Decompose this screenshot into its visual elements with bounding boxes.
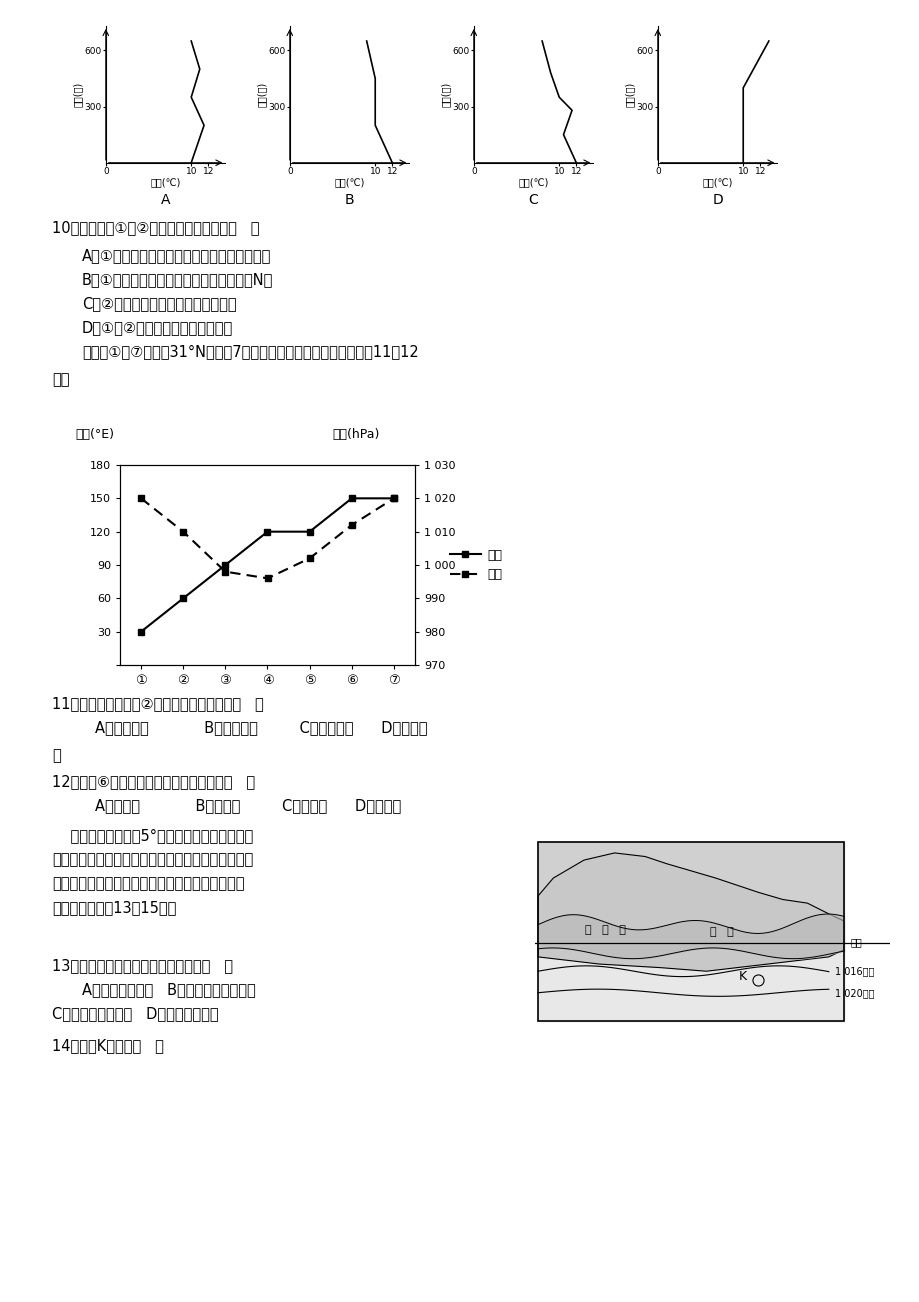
Y-axis label: 高度(米): 高度(米) bbox=[256, 82, 267, 107]
X-axis label: 温度(℃): 温度(℃) bbox=[517, 177, 549, 187]
Legend: 经度, 气压: 经度, 气压 bbox=[445, 544, 506, 586]
Bar bbox=[538, 842, 843, 1021]
Text: 气压(hPa): 气压(hPa) bbox=[332, 428, 380, 441]
Text: 右图中①～⑦为某月31°N纬线上7个地点的气压分布图。读图，完成11～12: 右图中①～⑦为某月31°N纬线上7个地点的气压分布图。读图，完成11～12 bbox=[82, 344, 418, 359]
Text: 11、图中所示季节，②地的总体天气特点是（   ）: 11、图中所示季节，②地的总体天气特点是（ ） bbox=[52, 697, 264, 711]
Text: B．①地位于冬季风迎风坡，冬季降水多于N地: B．①地位于冬季风迎风坡，冬季降水多于N地 bbox=[82, 272, 273, 286]
Text: C．②地由于地形阻挡不受冬季风影响: C．②地由于地形阻挡不受冬季风影响 bbox=[82, 296, 236, 311]
Y-axis label: 高度(米): 高度(米) bbox=[73, 82, 83, 107]
Text: 14、图中K地盛行（   ）: 14、图中K地盛行（ ） bbox=[52, 1038, 164, 1053]
Bar bbox=[538, 943, 843, 1021]
X-axis label: 温度(℃): 温度(℃) bbox=[334, 177, 365, 187]
Y-axis label: 高度(米): 高度(米) bbox=[624, 82, 634, 107]
Text: 经度(°E): 经度(°E) bbox=[75, 428, 115, 441]
Text: 风   带: 风 带 bbox=[709, 927, 732, 937]
Text: 赤道附近南、北纬5°之间的地带，温度的水平: 赤道附近南、北纬5°之间的地带，温度的水平 bbox=[52, 828, 253, 842]
Text: K: K bbox=[738, 970, 746, 983]
Text: 题。: 题。 bbox=[52, 372, 70, 387]
Text: 北部简图，回答13－15题。: 北部简图，回答13－15题。 bbox=[52, 900, 176, 915]
Text: C: C bbox=[528, 193, 538, 207]
Text: 12、此时⑥地所在地区的主要盛行风向是（   ）: 12、此时⑥地所在地区的主要盛行风向是（ ） bbox=[52, 773, 255, 789]
Text: 10、关于图中①、②两地的叙述正确的是（   ）: 10、关于图中①、②两地的叙述正确的是（ ） bbox=[52, 220, 259, 234]
Y-axis label: 高度(米): 高度(米) bbox=[440, 82, 450, 107]
Text: D: D bbox=[711, 193, 722, 207]
Text: A．低温晴朗            B．高温阴雨         C．炎热干燥      D．温和多: A．低温晴朗 B．高温阴雨 C．炎热干燥 D．温和多 bbox=[95, 720, 427, 736]
X-axis label: 温度(℃): 温度(℃) bbox=[701, 177, 732, 187]
Text: 分布比较均匀，水平气压梯度很小，气流以辐合上升: 分布比较均匀，水平气压梯度很小，气流以辐合上升 bbox=[52, 852, 253, 867]
Text: 赤   道   无: 赤 道 无 bbox=[584, 924, 625, 935]
Text: 为主，风速微弱，故称为赤道无风带。读南美洲东: 为主，风速微弱，故称为赤道无风带。读南美洲东 bbox=[52, 876, 244, 891]
Text: A．位置相对固定   B．南美大陆分布最广: A．位置相对固定 B．南美大陆分布最广 bbox=[82, 982, 255, 997]
Bar bbox=[538, 842, 843, 1021]
Text: B: B bbox=[345, 193, 354, 207]
Text: A．东南风            B．西北风         C．东北风      D．西南风: A．东南风 B．西北风 C．东北风 D．西南风 bbox=[95, 798, 401, 812]
Text: 赤道: 赤道 bbox=[849, 937, 861, 948]
Text: 雨: 雨 bbox=[52, 749, 61, 763]
X-axis label: 温度(℃): 温度(℃) bbox=[150, 177, 181, 187]
Text: 1 016百帕: 1 016百帕 bbox=[834, 966, 873, 976]
Text: A: A bbox=[161, 193, 170, 207]
Text: A．①地位于冬季风迎风坡，全年以地形雨为主: A．①地位于冬季风迎风坡，全年以地形雨为主 bbox=[82, 247, 271, 263]
Polygon shape bbox=[538, 853, 843, 971]
Text: 1 020百帕: 1 020百帕 bbox=[834, 988, 873, 997]
Text: 13、关于赤道无风带的说法正确的是（   ）: 13、关于赤道无风带的说法正确的是（ ） bbox=[52, 958, 233, 973]
Text: C．天气状况较单一   D．气温年较差大: C．天气状况较单一 D．气温年较差大 bbox=[52, 1006, 219, 1021]
Text: D．①、②两地降水的季节分配不同: D．①、②两地降水的季节分配不同 bbox=[82, 320, 233, 335]
